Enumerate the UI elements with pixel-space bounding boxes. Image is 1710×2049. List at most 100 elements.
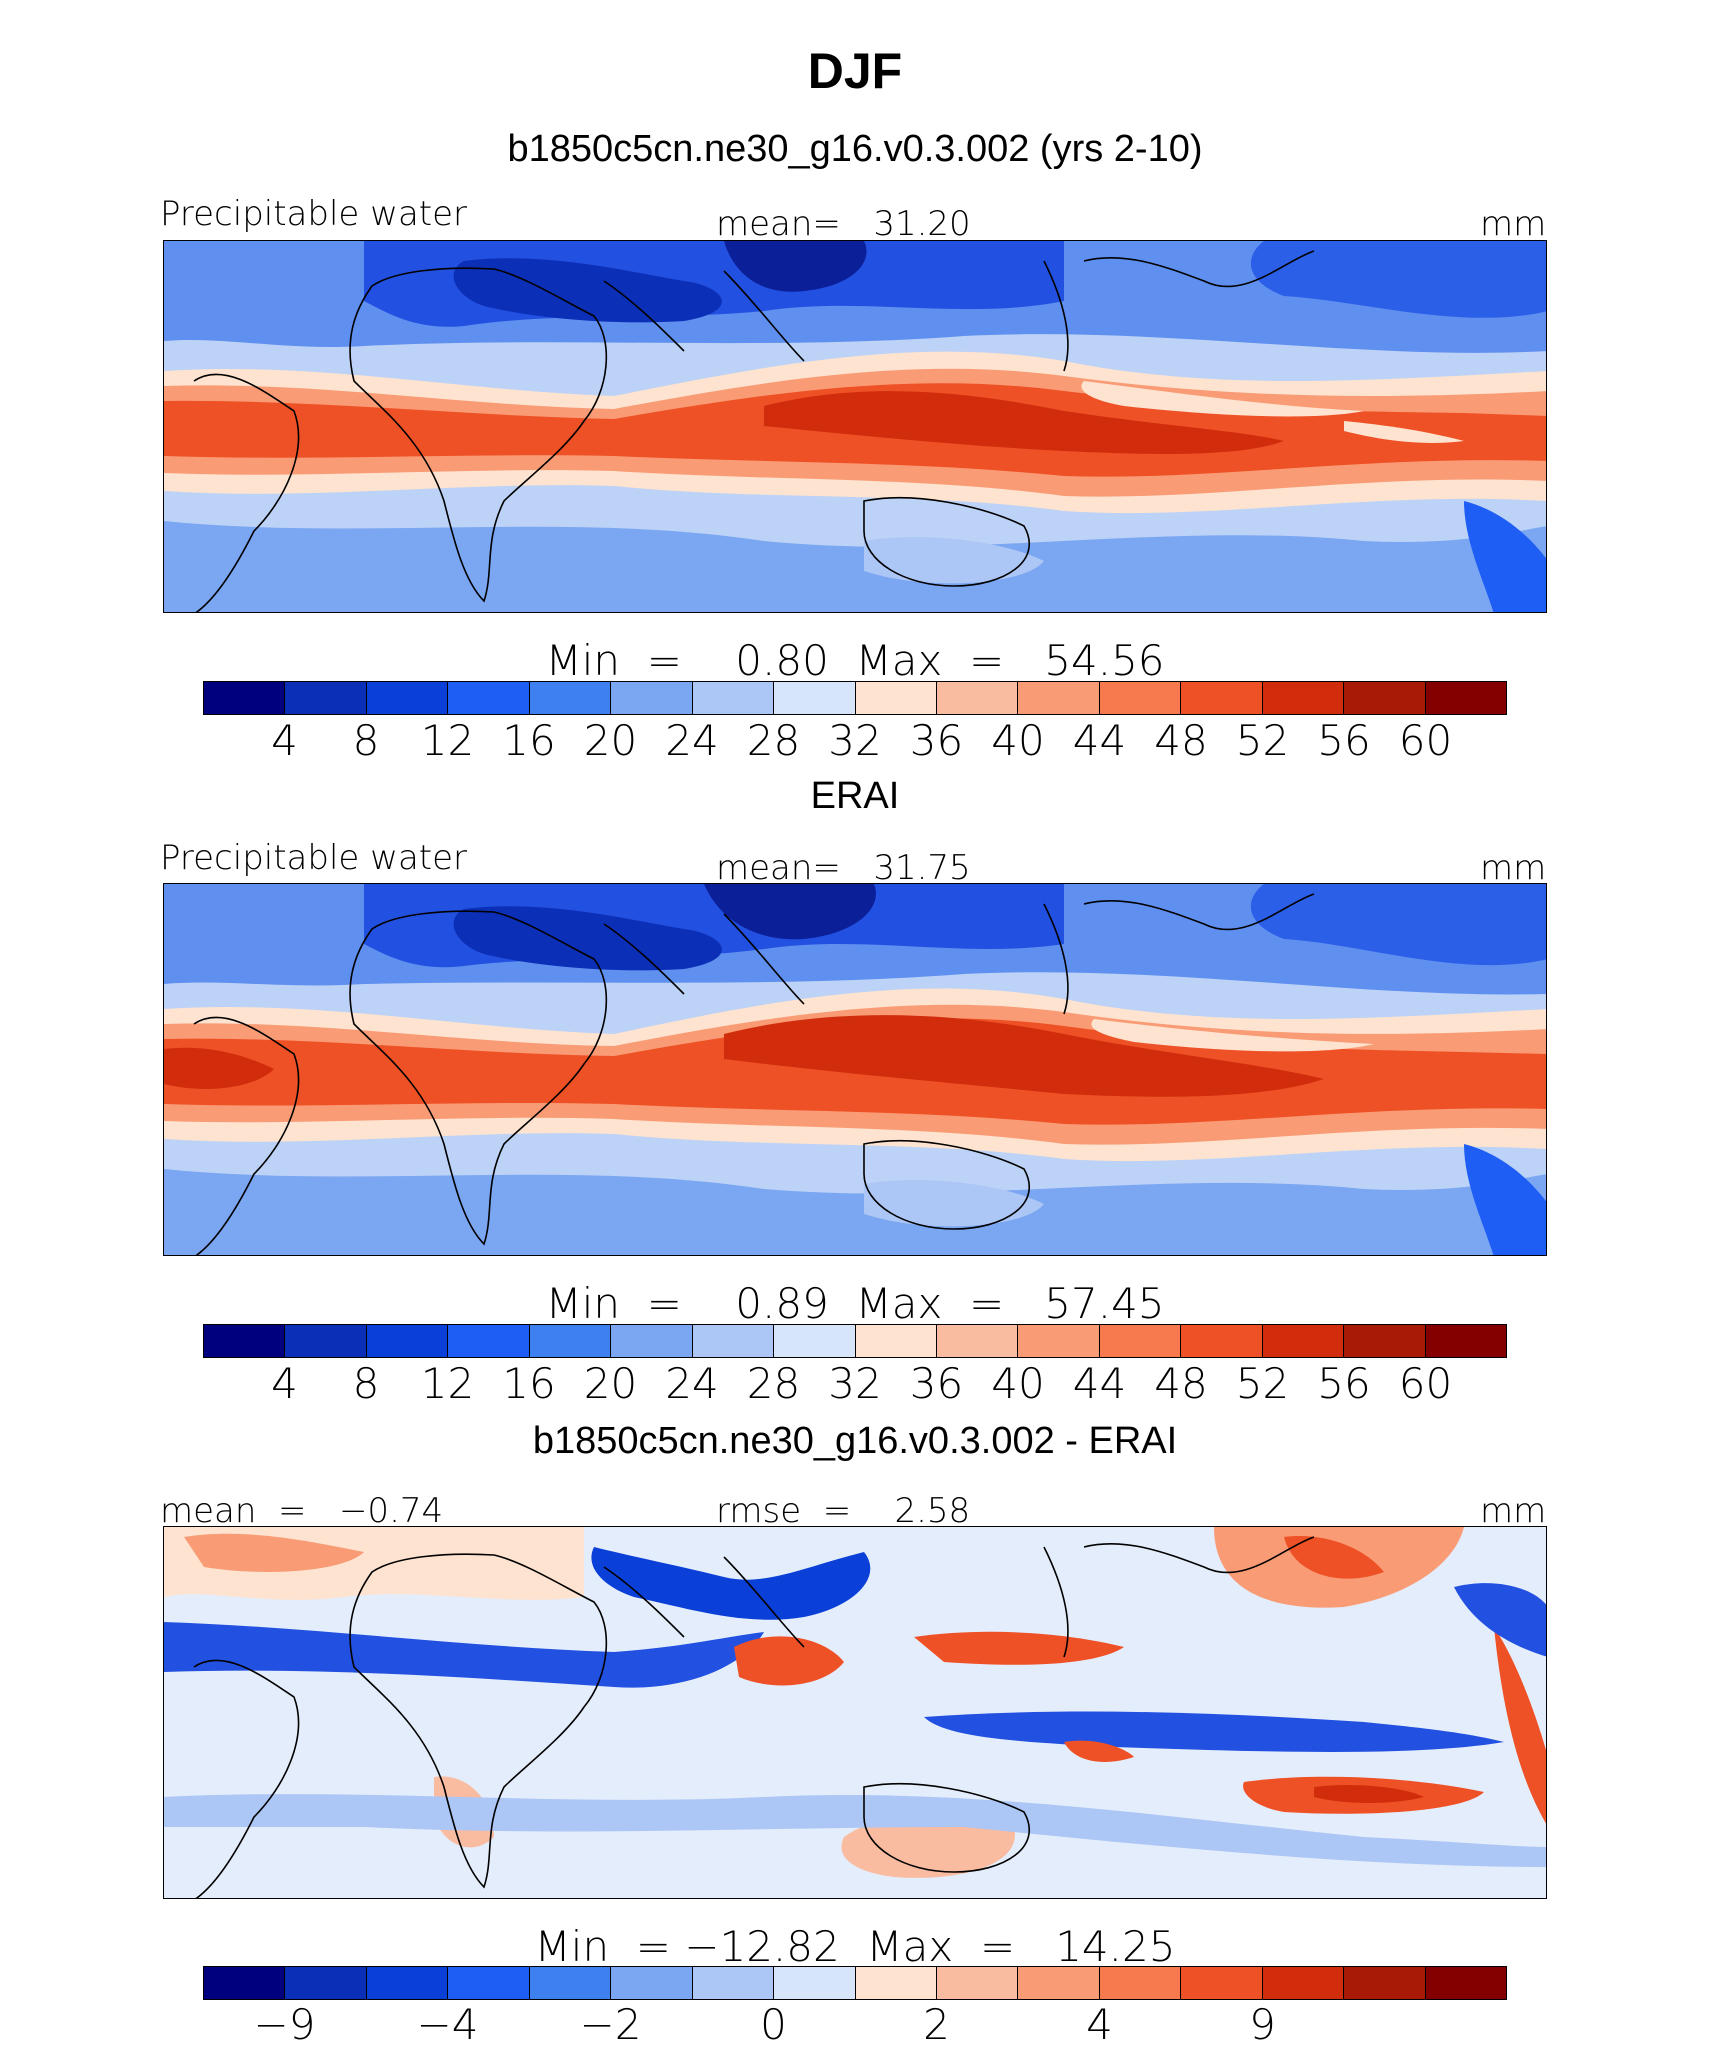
panel-2-mean-label: mean= 31.75 — [716, 848, 971, 888]
panel-3-colorbar-ticks: −9 −4 −2 0 2 4 9 — [203, 2000, 1507, 2049]
colorbar-swatch — [1344, 682, 1426, 714]
colorbar-swatch — [1181, 682, 1263, 714]
colorbar-swatch — [204, 1325, 286, 1357]
panel-1-colorbar-ticks: 4 8 12 16 20 24 28 32 36 40 44 48 52 56 60 — [203, 716, 1507, 765]
colorbar-swatch — [448, 682, 530, 714]
colorbar-swatch — [366, 1967, 449, 1999]
panel-2-colorbar — [203, 1324, 1507, 1358]
colorbar-tick-label: 9 — [1249, 2000, 1276, 2049]
colorbar-tick-label: 32 — [828, 1359, 882, 1408]
colorbar-swatch — [1262, 1967, 1345, 1999]
colorbar-swatch — [1018, 1967, 1100, 1999]
panel-2-left-label: Precipitable water — [160, 838, 468, 878]
panel-1-title: b1850c5cn.ne30_g16.v0.3.002 (yrs 2-10) — [507, 128, 1203, 170]
panel-2-units-label: mm — [1480, 848, 1547, 888]
colorbar-swatch — [1262, 1325, 1345, 1357]
colorbar-swatch — [366, 1325, 449, 1357]
panel-1-units-label: mm — [1480, 204, 1547, 244]
colorbar-swatch — [774, 1325, 856, 1357]
colorbar-tick-label: 0 — [760, 2000, 787, 2049]
colorbar-tick-label: 36 — [909, 716, 964, 765]
colorbar-swatch — [855, 682, 937, 714]
colorbar-tick-label: −2 — [579, 2000, 642, 2049]
panel-3-title: b1850c5cn.ne30_g16.v0.3.002 - ERAI — [532, 1420, 1178, 1462]
panel-1-minmax: Min = 0.80 Max = 54.56 — [545, 636, 1165, 685]
colorbar-swatch — [1018, 1325, 1100, 1357]
colorbar-swatch — [1181, 1325, 1263, 1357]
colorbar-tick-label: 40 — [991, 1359, 1045, 1408]
colorbar-tick-label: 52 — [1235, 716, 1290, 765]
colorbar-tick-label: 28 — [746, 716, 801, 765]
panel-3-colorbar — [203, 1966, 1507, 2000]
colorbar-swatch — [448, 1325, 530, 1357]
panel-3-units-label: mm — [1480, 1491, 1547, 1531]
colorbar-tick-label: 4 — [1086, 2000, 1113, 2049]
panel-3-minmax: Min = −12.82 Max = 14.25 — [534, 1922, 1176, 1971]
colorbar-tick-label: 20 — [583, 1359, 638, 1408]
colorbar-swatch — [1181, 1967, 1263, 1999]
colorbar-swatch — [448, 1967, 530, 1999]
colorbar-swatch — [936, 1967, 1019, 1999]
colorbar-swatch — [1099, 1325, 1182, 1357]
panel-2-colorbar-ticks: 4 8 12 16 20 24 28 32 36 40 44 48 52 56 60 — [203, 1359, 1507, 1408]
panel-1-left-label: Precipitable water — [160, 194, 468, 234]
page-title: DJF — [807, 43, 903, 99]
colorbar-tick-label: 24 — [665, 716, 719, 765]
colorbar-swatch — [774, 682, 856, 714]
colorbar-tick-label: 44 — [1072, 1359, 1127, 1408]
colorbar-tick-label: 28 — [746, 1359, 801, 1408]
panel-3-mean-label: mean = −0.74 — [160, 1491, 444, 1531]
colorbar-tick-label: 60 — [1398, 1359, 1453, 1408]
colorbar-swatch — [285, 682, 367, 714]
colorbar-swatch — [1262, 682, 1345, 714]
colorbar-swatch — [936, 1325, 1019, 1357]
colorbar-tick-label: 2 — [923, 2000, 950, 2049]
colorbar-swatch — [204, 682, 286, 714]
colorbar-tick-label: 12 — [420, 1359, 475, 1408]
colorbar-swatch — [1099, 1967, 1182, 1999]
colorbar-swatch — [936, 682, 1019, 714]
colorbar-swatch — [366, 682, 449, 714]
panel-1-mean-label: mean= 31.20 — [716, 204, 971, 244]
colorbar-swatch — [774, 1967, 856, 1999]
colorbar-tick-label: 32 — [828, 716, 882, 765]
colorbar-tick-label: 12 — [420, 716, 475, 765]
panel-1-map — [163, 240, 1547, 613]
panel-2-map — [163, 883, 1547, 1256]
colorbar-swatch — [204, 1967, 286, 1999]
colorbar-swatch — [611, 1325, 693, 1357]
panel-2-minmax: Min = 0.89 Max = 57.45 — [545, 1279, 1165, 1328]
colorbar-tick-label: 56 — [1317, 716, 1371, 765]
colorbar-tick-label: 8 — [352, 1359, 380, 1408]
colorbar-swatch — [1425, 1325, 1506, 1357]
colorbar-swatch — [692, 682, 775, 714]
colorbar-tick-label: 16 — [502, 716, 556, 765]
panel-1-colorbar — [203, 681, 1507, 715]
colorbar-swatch — [1344, 1967, 1426, 1999]
colorbar-tick-label: 20 — [583, 716, 638, 765]
colorbar-tick-label: 40 — [991, 716, 1045, 765]
colorbar-swatch — [1344, 1325, 1426, 1357]
colorbar-swatch — [1425, 1967, 1506, 1999]
panel-2-title: ERAI — [810, 775, 900, 817]
colorbar-swatch — [529, 1967, 612, 1999]
colorbar-swatch — [692, 1967, 775, 1999]
colorbar-tick-label: 52 — [1235, 1359, 1290, 1408]
colorbar-swatch — [529, 682, 612, 714]
colorbar-tick-label: 44 — [1072, 716, 1127, 765]
colorbar-swatch — [611, 1967, 693, 1999]
colorbar-tick-label: −9 — [253, 2000, 316, 2049]
colorbar-swatch — [692, 1325, 775, 1357]
colorbar-tick-label: 56 — [1317, 1359, 1371, 1408]
panel-2-field — [164, 884, 1546, 1255]
colorbar-swatch — [855, 1325, 937, 1357]
colorbar-tick-label: 48 — [1154, 1359, 1208, 1408]
colorbar-swatch — [1099, 682, 1182, 714]
colorbar-tick-label: 36 — [909, 1359, 964, 1408]
colorbar-swatch — [855, 1967, 937, 1999]
colorbar-tick-label: 4 — [271, 1359, 298, 1408]
colorbar-tick-label: 24 — [665, 1359, 719, 1408]
panel-3-rmse-label: rmse = 2.58 — [716, 1491, 971, 1531]
colorbar-swatch — [529, 1325, 612, 1357]
panel-1-field — [164, 241, 1546, 612]
